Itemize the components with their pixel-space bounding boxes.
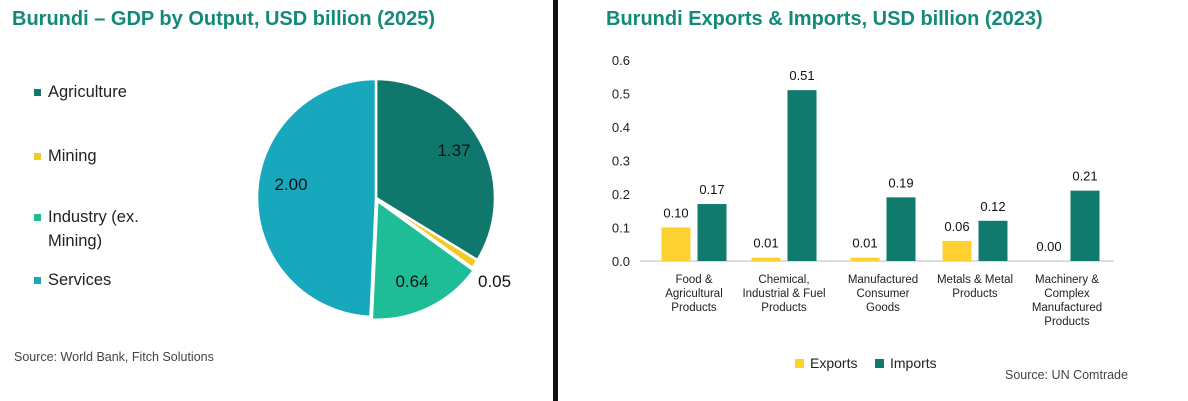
y-tick-label: 0.5 <box>612 87 630 102</box>
bar-value-label-exports-0: 0.10 <box>663 206 688 221</box>
x-category-label-1: Industrial & Fuel <box>742 288 825 300</box>
x-category-label-3: Products <box>952 288 998 300</box>
y-tick-label: 0.0 <box>612 254 630 269</box>
y-tick-label: 0.3 <box>612 154 630 169</box>
pie-value-label-mining: 0.05 <box>478 272 511 291</box>
legend-label-services: Services <box>48 271 112 289</box>
pie-value-label-industry-ex-mining: 0.64 <box>395 272 428 291</box>
legend-swatch-services <box>34 277 41 284</box>
gdp-pie-panel: Burundi – GDP by Output, USD billion (20… <box>0 0 556 401</box>
bar-value-label-imports-4: 0.21 <box>1072 169 1097 184</box>
bar-source-note: Source: UN Comtrade <box>1005 368 1128 382</box>
x-category-label-0: Food & <box>675 274 712 286</box>
bar-imports-4 <box>1070 190 1100 261</box>
legend-swatch-mining <box>34 153 41 160</box>
bar-value-label-exports-4: 0.00 <box>1036 239 1061 254</box>
bar-value-label-imports-2: 0.19 <box>888 175 913 190</box>
pie-slice-industry-ex-mining <box>370 198 476 321</box>
bar-imports-0 <box>697 204 727 261</box>
pie-slice-mining <box>375 196 480 270</box>
legend-label-exports: Exports <box>810 355 858 371</box>
bar-exports-0 <box>661 227 691 261</box>
legend-label-industry: Industry (ex. Mining) <box>48 205 139 253</box>
y-tick-label: 0.4 <box>612 120 630 135</box>
bar-value-label-imports-0: 0.17 <box>699 182 724 197</box>
y-tick-label: 0.1 <box>612 221 630 236</box>
pie-value-label-agriculture: 1.37 <box>437 141 470 160</box>
panel-divider <box>553 0 558 401</box>
bar-value-label-exports-2: 0.01 <box>852 236 877 251</box>
x-category-label-4: Products <box>1044 316 1090 328</box>
y-tick-label: 0.2 <box>612 187 630 202</box>
x-category-label-4: Machinery & <box>1035 274 1099 286</box>
x-category-label-1: Products <box>761 302 807 314</box>
bar-value-label-exports-1: 0.01 <box>753 236 778 251</box>
bar-exports-2 <box>850 257 880 261</box>
x-category-label-0: Products <box>671 302 717 314</box>
gdp-pie-chart: 1.37 0.05 0.64 2.00 <box>255 77 511 321</box>
legend-item-exports: Exports <box>795 355 857 371</box>
legend-swatch-agriculture <box>34 89 41 96</box>
legend-swatch-industry <box>34 214 41 221</box>
legend-label-industry-line2: Mining) <box>48 232 103 250</box>
legend-swatch-imports <box>875 359 884 368</box>
x-category-label-4: Complex <box>1044 288 1090 300</box>
bar-value-label-imports-3: 0.12 <box>980 199 1005 214</box>
legend-swatch-exports <box>795 359 804 368</box>
x-category-label-0: Agricultural <box>665 288 723 300</box>
legend-label-mining: Mining <box>48 147 97 165</box>
bar-imports-2 <box>886 197 916 261</box>
pie-value-label-services: 2.00 <box>274 175 307 194</box>
pie-source-note: Source: World Bank, Fitch Solutions <box>14 350 214 364</box>
bar-imports-1 <box>787 90 817 262</box>
pie-slice-services <box>255 77 378 319</box>
legend-label-industry-line1: Industry (ex. <box>48 208 139 226</box>
x-category-label-4: Manufactured <box>1032 302 1102 314</box>
bar-value-label-imports-1: 0.51 <box>789 68 814 83</box>
bar-exports-3 <box>942 240 972 261</box>
x-category-label-2: Goods <box>866 302 900 314</box>
legend-label-agriculture: Agriculture <box>48 83 127 101</box>
trade-bar-panel: Burundi Exports & Imports, USD billion (… <box>562 0 1188 401</box>
bar-exports-1 <box>751 257 781 261</box>
y-tick-label: 0.6 <box>612 53 630 68</box>
bar-chart-title: Burundi Exports & Imports, USD billion (… <box>606 8 1043 30</box>
x-category-label-1: Chemical, <box>758 274 809 286</box>
bar-value-label-exports-3: 0.06 <box>944 219 969 234</box>
x-category-label-2: Consumer <box>856 288 909 300</box>
pie-chart-title: Burundi – GDP by Output, USD billion (20… <box>12 8 435 30</box>
x-category-label-2: Manufactured <box>848 274 918 286</box>
legend-label-imports: Imports <box>890 355 937 371</box>
bar-imports-3 <box>978 220 1008 261</box>
trade-bar-chart: 0.0 0.1 0.2 0.3 0.4 0.5 0.6 0.10 0.17 Food & Agric… <box>612 53 1114 328</box>
legend-item-imports: Imports <box>875 355 937 371</box>
x-category-label-3: Metals & Metal <box>937 274 1013 286</box>
